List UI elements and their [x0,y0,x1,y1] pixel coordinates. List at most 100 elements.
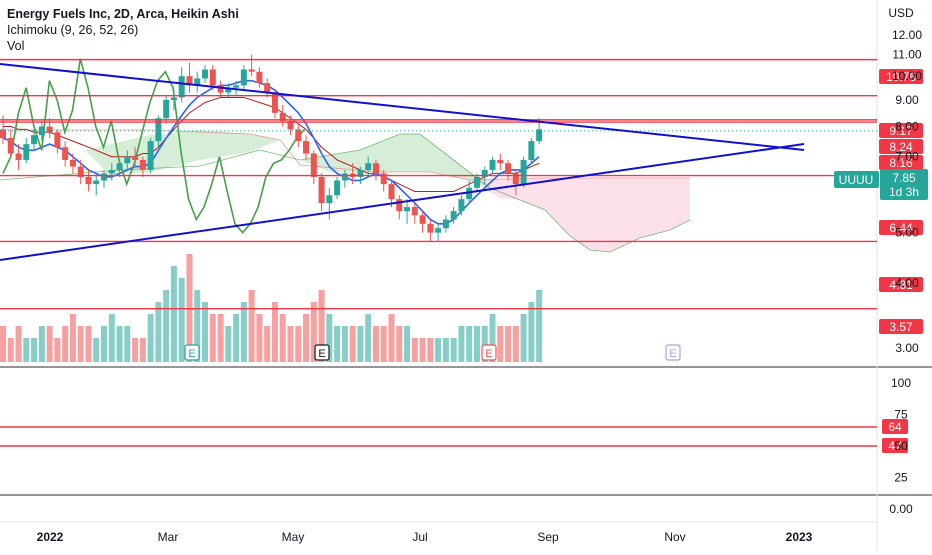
earnings-marker-box[interactable] [665,344,681,361]
candle-body[interactable] [388,184,395,200]
candle-body[interactable] [240,69,247,86]
candle-body[interactable] [497,159,504,164]
candle-body[interactable] [279,112,286,121]
ascending-trendline[interactable] [0,143,805,261]
candle-body[interactable] [23,144,30,160]
candle-body[interactable] [202,69,209,79]
candle-body[interactable] [46,126,53,133]
candle-body[interactable] [209,69,216,86]
earnings-marker-box[interactable] [184,344,200,361]
candle-body[interactable] [194,78,201,86]
chart-legend[interactable]: Energy Fuels Inc, 2D, Arca, Heikin Ashi … [7,6,239,54]
candle-body[interactable] [264,83,271,93]
level-tag: 4.81 [889,278,913,292]
candle-body[interactable] [163,99,170,119]
candle-body[interactable] [217,85,224,93]
candle-body[interactable] [233,85,240,88]
candle-body[interactable] [132,156,139,160]
earnings-marker-box[interactable] [481,344,497,361]
candle-body[interactable] [77,166,84,177]
candle-body[interactable] [536,129,543,142]
candle-body[interactable] [481,169,488,177]
candle-body[interactable] [427,223,434,233]
volume-bar [85,326,92,362]
candle-body[interactable] [139,159,146,170]
candle-body[interactable] [489,159,496,170]
earnings-marker[interactable]: E [669,348,676,360]
candle-body[interactable] [473,176,480,188]
earnings-marker[interactable]: E [485,348,492,360]
candle-body[interactable] [372,163,379,174]
candle-body[interactable] [466,187,473,200]
candle-body[interactable] [303,141,310,154]
candle-body[interactable] [365,163,372,170]
volume-bar [505,326,512,362]
earnings-marker[interactable]: E [188,348,195,360]
candle-body[interactable] [404,207,411,212]
earnings-marker[interactable]: E [318,348,325,360]
candle-body[interactable] [101,173,108,181]
legend-volume[interactable]: Vol [7,39,25,53]
candle-body[interactable] [147,141,154,170]
candle-body[interactable] [310,153,317,177]
candle-body[interactable] [419,215,426,224]
senkou-span-a-line [0,133,691,253]
candle-body[interactable] [512,173,519,185]
candle-body[interactable] [520,159,527,185]
candle-body[interactable] [116,163,123,170]
candle-body[interactable] [380,173,387,185]
earnings-marker-box[interactable] [314,344,330,361]
candle-body[interactable] [54,132,61,148]
candle-body[interactable] [93,180,100,185]
candle-body[interactable] [435,228,442,233]
candle-body[interactable] [69,159,76,167]
candle-body[interactable] [256,71,263,84]
legend-ichimoku[interactable]: Ichimoku (9, 26, 52, 26) [7,23,139,37]
descending-trendline[interactable] [0,63,805,151]
candles[interactable] [0,54,543,242]
candle-body[interactable] [0,129,6,139]
candle-body[interactable] [357,169,364,177]
candle-body[interactable] [271,92,278,113]
legend-title[interactable]: Energy Fuels Inc, 2D, Arca, Heikin Ashi [7,7,239,21]
trendlines[interactable] [0,63,805,261]
volume-bar [124,326,131,362]
candle-body[interactable] [295,129,302,142]
candle-body[interactable] [225,87,232,93]
volume-bar [481,326,488,362]
candle-body[interactable] [326,195,333,204]
candle-body[interactable] [505,163,512,174]
volume-bar [170,266,177,362]
candle-body[interactable] [85,176,92,185]
candle-body[interactable] [341,173,348,181]
candle-body[interactable] [155,118,162,142]
candle-body[interactable] [7,138,14,154]
candle-body[interactable] [528,141,535,160]
candle-body[interactable] [62,147,69,160]
candle-body[interactable] [458,199,465,212]
candle-body[interactable] [334,180,341,196]
candle-body[interactable] [450,211,457,220]
candle-body[interactable] [178,76,185,98]
candle-body[interactable] [442,219,449,229]
volume-bar [202,302,209,362]
candle-body[interactable] [248,69,255,72]
candle-body[interactable] [186,76,193,86]
volume-bar [54,338,61,362]
candle-body[interactable] [318,176,325,204]
candle-body[interactable] [396,199,403,212]
candle-body[interactable] [38,126,45,136]
price-tick-label: 7.00 [895,150,919,164]
candle-body[interactable] [170,97,177,100]
horizontal-levels[interactable]: 10.76 9.17 8.24 8.16 6.44 4.81 3.57 64 47 [0,58,923,453]
price-axis: 12.0011.0010.009.008.007.006.005.004.003… [889,28,922,516]
candle-body[interactable] [287,120,294,130]
candle-body[interactable] [124,156,131,164]
candle-body[interactable] [15,153,22,160]
candle-body[interactable] [31,135,38,145]
candle-body[interactable] [411,207,418,216]
candle-body[interactable] [108,169,115,174]
